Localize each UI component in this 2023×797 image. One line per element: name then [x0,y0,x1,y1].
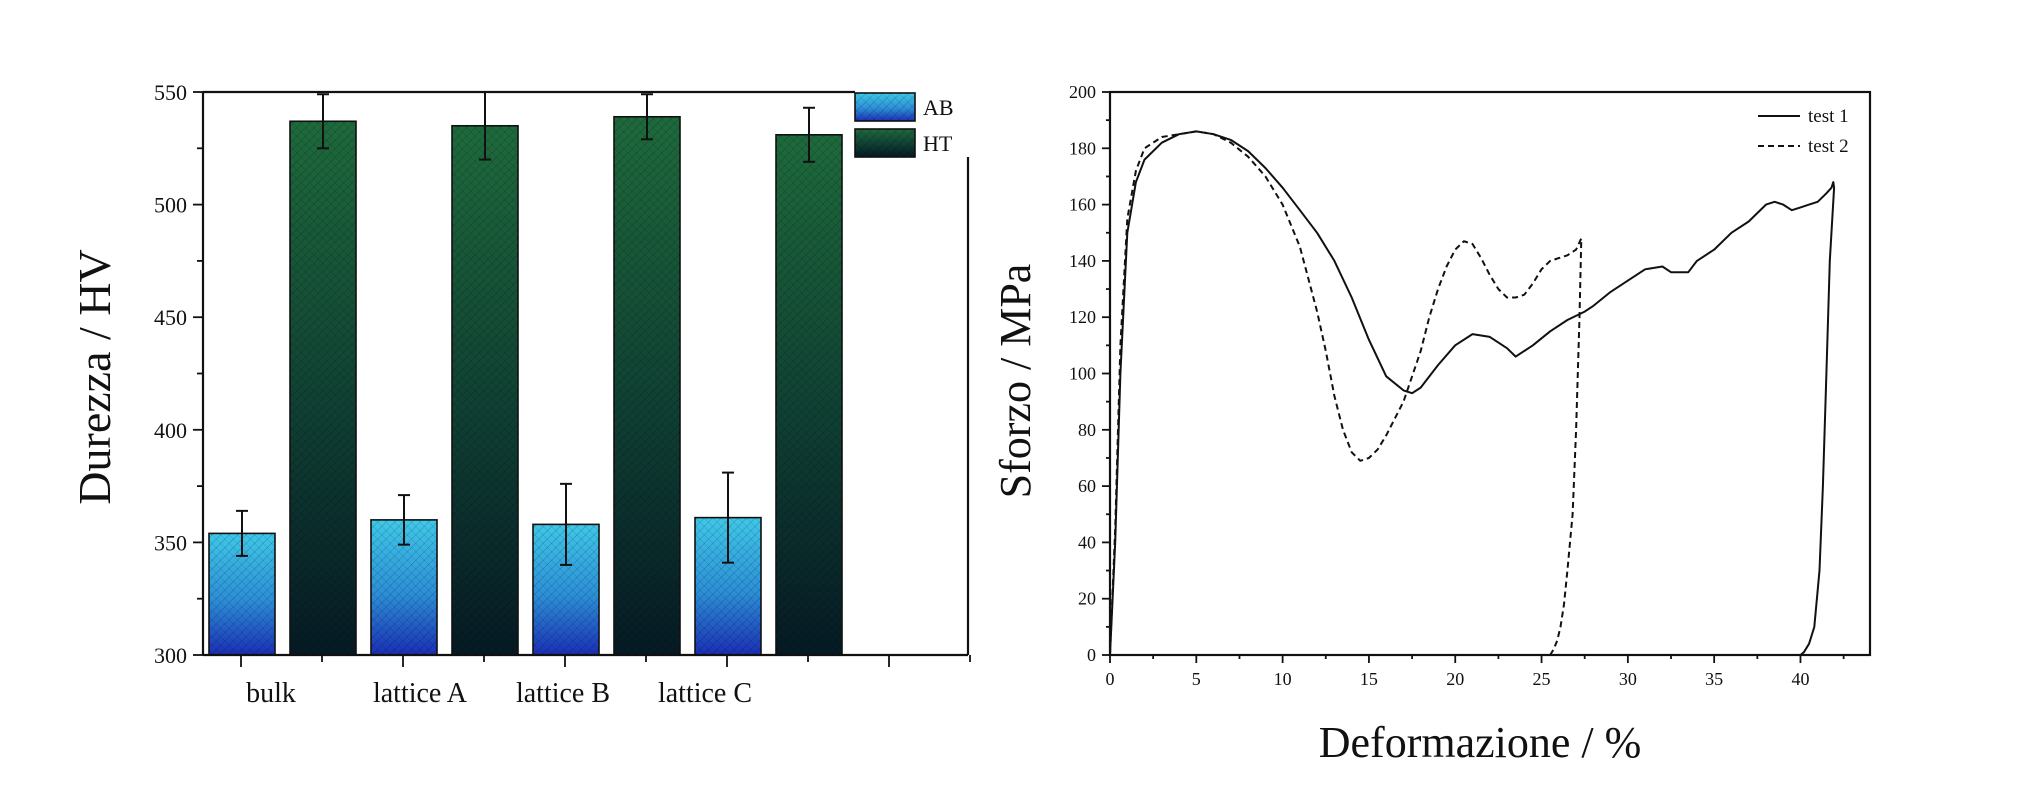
bar-hatch [452,125,518,655]
right-y-tick-label: 40 [1078,532,1096,552]
right-x-tick-label: 5 [1192,669,1201,689]
right-y-axis-title: Sforzo / MPa [991,264,1040,499]
left-y-tick-label: 450 [154,305,187,330]
left-y-tick-label: 500 [154,193,187,218]
left-y-tick-label: 400 [154,418,187,443]
right-y-tick-label: 100 [1069,364,1096,384]
right-x-tick-label: 15 [1360,669,1378,689]
right-y-tick-label: 160 [1069,195,1096,215]
right-y-tick-label: 120 [1069,307,1096,327]
right-legend: test 1 test 2 [1758,106,1849,157]
right-x-tick-label: 40 [1791,669,1809,689]
right-plot-frame [1108,90,1872,657]
legend-swatch-ht-hatch [855,129,915,157]
right-y-tick-label: 60 [1078,476,1096,496]
bar-hatch [776,134,842,656]
legend-label-test1: test 1 [1808,106,1849,127]
left-y-ticks: 300 350 400 450 500 550 [154,80,203,668]
left-x-category-label: lattice C [658,678,752,709]
right-x-tick-label: 25 [1533,669,1551,689]
series-line-test-1 [1109,130,1836,656]
right-y-tick-label: 80 [1078,420,1096,440]
right-y-tick-label: 20 [1078,589,1096,609]
right-x-axis-title: Deformazione / % [1319,718,1642,767]
bar-hatch [290,121,356,655]
right-y-tick-label: 180 [1069,138,1096,158]
left-x-category-label: lattice A [373,678,468,709]
legend-label-ab: AB [923,95,954,120]
stress-strain-chart: 0 20 40 60 80 100 120 140 160 180 200 0 5 10 15 20 25 30… [991,82,1872,767]
right-y-ticks: 0 20 40 60 80 100 120 140 160 180 200 [1069,82,1110,665]
left-y-tick-label: 300 [154,643,187,668]
legend-swatch-ab-hatch [855,93,915,121]
legend-label-test2: test 2 [1808,136,1849,157]
right-x-tick-label: 10 [1274,669,1292,689]
left-x-category-label: lattice B [516,678,610,709]
hardness-bar-chart: 300 350 400 450 500 550 bulk lattice A lattice … [69,80,971,709]
right-x-tick-label: 35 [1705,669,1723,689]
right-x-tick-label: 0 [1106,669,1115,689]
series-lines-group [1109,130,1836,656]
left-y-tick-label: 550 [154,80,187,105]
left-x-ticks: bulk lattice A lattice B lattice C [240,655,971,709]
right-x-tick-label: 30 [1619,669,1637,689]
right-x-ticks: 0 5 10 15 20 25 30 35 40 [1106,655,1845,689]
right-axes [1108,90,1872,657]
series-line-test-2 [1109,130,1583,656]
legend-label-ht: HT [923,131,953,156]
bar-hatch [614,116,680,656]
left-x-category-label: bulk [246,678,296,709]
left-y-axis-title: Durezza / HV [69,249,120,504]
right-y-tick-label: 0 [1087,645,1096,665]
right-x-tick-label: 20 [1446,669,1464,689]
error-bars-group [236,91,815,566]
left-y-tick-label: 350 [154,530,187,555]
bars-group [208,115,843,656]
right-y-tick-label: 140 [1069,251,1096,271]
right-y-tick-label: 200 [1069,82,1096,102]
left-legend: AB HT [854,92,954,158]
